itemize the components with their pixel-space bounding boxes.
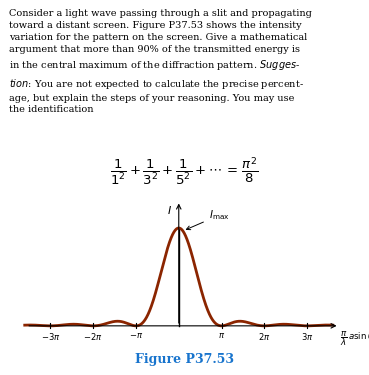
Text: Consider a light wave passing through a slit and propagating
toward a distant sc: Consider a light wave passing through a …: [9, 9, 312, 114]
Text: $3\pi$: $3\pi$: [301, 331, 313, 342]
Text: $-3\pi$: $-3\pi$: [41, 331, 60, 342]
Text: $\dfrac{1}{1^2} + \dfrac{1}{3^2} + \dfrac{1}{5^2} + \cdots\, =\, \dfrac{\pi^2}{8: $\dfrac{1}{1^2} + \dfrac{1}{3^2} + \dfra…: [110, 154, 259, 187]
Text: $I_{\mathrm{max}}$: $I_{\mathrm{max}}$: [186, 209, 230, 230]
Text: $-\pi$: $-\pi$: [129, 331, 143, 340]
Text: $I$: $I$: [167, 204, 172, 216]
Text: Figure P37.53: Figure P37.53: [135, 352, 234, 366]
Text: $-2\pi$: $-2\pi$: [83, 331, 103, 342]
Text: $\dfrac{\pi}{\lambda}\,a\sin\theta$: $\dfrac{\pi}{\lambda}\,a\sin\theta$: [340, 330, 369, 348]
Text: $\pi$: $\pi$: [218, 331, 225, 340]
Text: $2\pi$: $2\pi$: [258, 331, 270, 342]
